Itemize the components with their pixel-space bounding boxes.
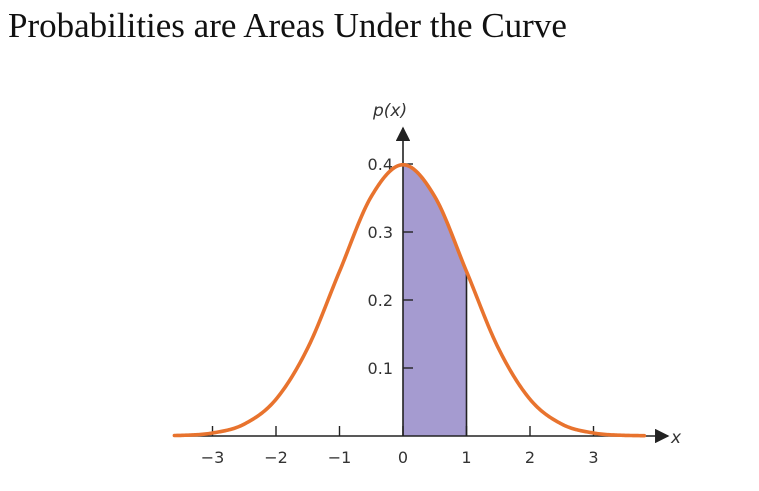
x-tick-label: −1 xyxy=(328,448,352,467)
y-tick-label: 0.1 xyxy=(368,359,393,378)
y-tick-label: 0.4 xyxy=(368,155,393,174)
x-ticks: −3 −2 −1 0 1 2 3 xyxy=(201,426,599,467)
y-tick-label: 0.2 xyxy=(368,291,393,310)
density-curve xyxy=(172,162,647,438)
x-tick-label: 2 xyxy=(525,448,535,467)
x-tick-label: −2 xyxy=(264,448,288,467)
x-tick-label: 3 xyxy=(588,448,598,467)
x-tick-label: 0 xyxy=(398,448,408,467)
x-axis-label: x xyxy=(670,428,682,448)
x-tick-label: 1 xyxy=(461,448,471,467)
slide-title: Probabilities are Areas Under the Curve xyxy=(8,6,567,45)
y-tick-label: 0.3 xyxy=(368,223,393,242)
x-tick-label: −3 xyxy=(201,448,225,467)
y-axis-label: p(x) xyxy=(372,101,407,121)
